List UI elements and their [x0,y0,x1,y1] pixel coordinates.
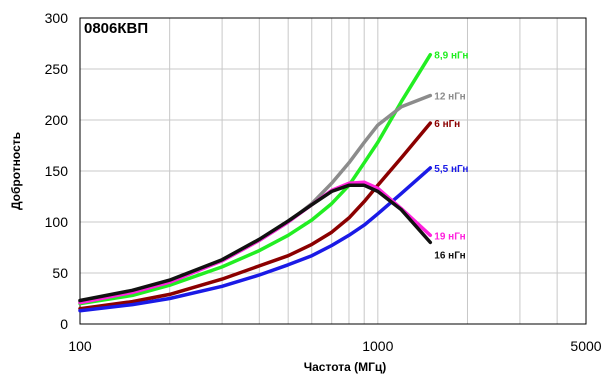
plot-frame [79,17,587,325]
series-group [78,52,433,313]
y-tick-label: 150 [45,163,69,179]
y-tick-label: 100 [45,214,69,230]
series-line [78,166,433,313]
chart-title: 0806КВП [84,20,148,37]
series-label: 6 нГн [434,119,460,130]
y-tick-label: 0 [60,316,68,332]
series-label: 5,5 нГн [434,164,468,175]
series-label: 16 нГн [434,250,465,261]
x-tick-label: 100 [68,338,92,354]
grid [79,17,587,325]
x-tick-label: 1000 [362,338,393,354]
series-label: 8,9 нГн [434,51,468,62]
series-label: 19 нГн [434,231,465,242]
series-label: 12 нГн [434,92,465,103]
y-axis-title: Добротность [9,132,23,210]
y-tick-label: 300 [45,10,69,26]
series-line [78,121,433,311]
series-labels: 8,9 нГн 12 нГн 6 нГн 5,5 нГн 19 нГн 16 нГн [434,51,468,262]
y-tick-label: 200 [45,112,69,128]
series-line [78,183,433,303]
tick-labels: 0 50 100 150 200 250 300 100 1000 5000 [45,10,602,354]
y-tick-label: 250 [45,61,69,77]
y-tick-label: 50 [52,265,68,281]
series-line [78,52,433,306]
x-axis-title: Частота (МГц) [304,360,387,374]
x-tick-label: 5000 [570,338,601,354]
